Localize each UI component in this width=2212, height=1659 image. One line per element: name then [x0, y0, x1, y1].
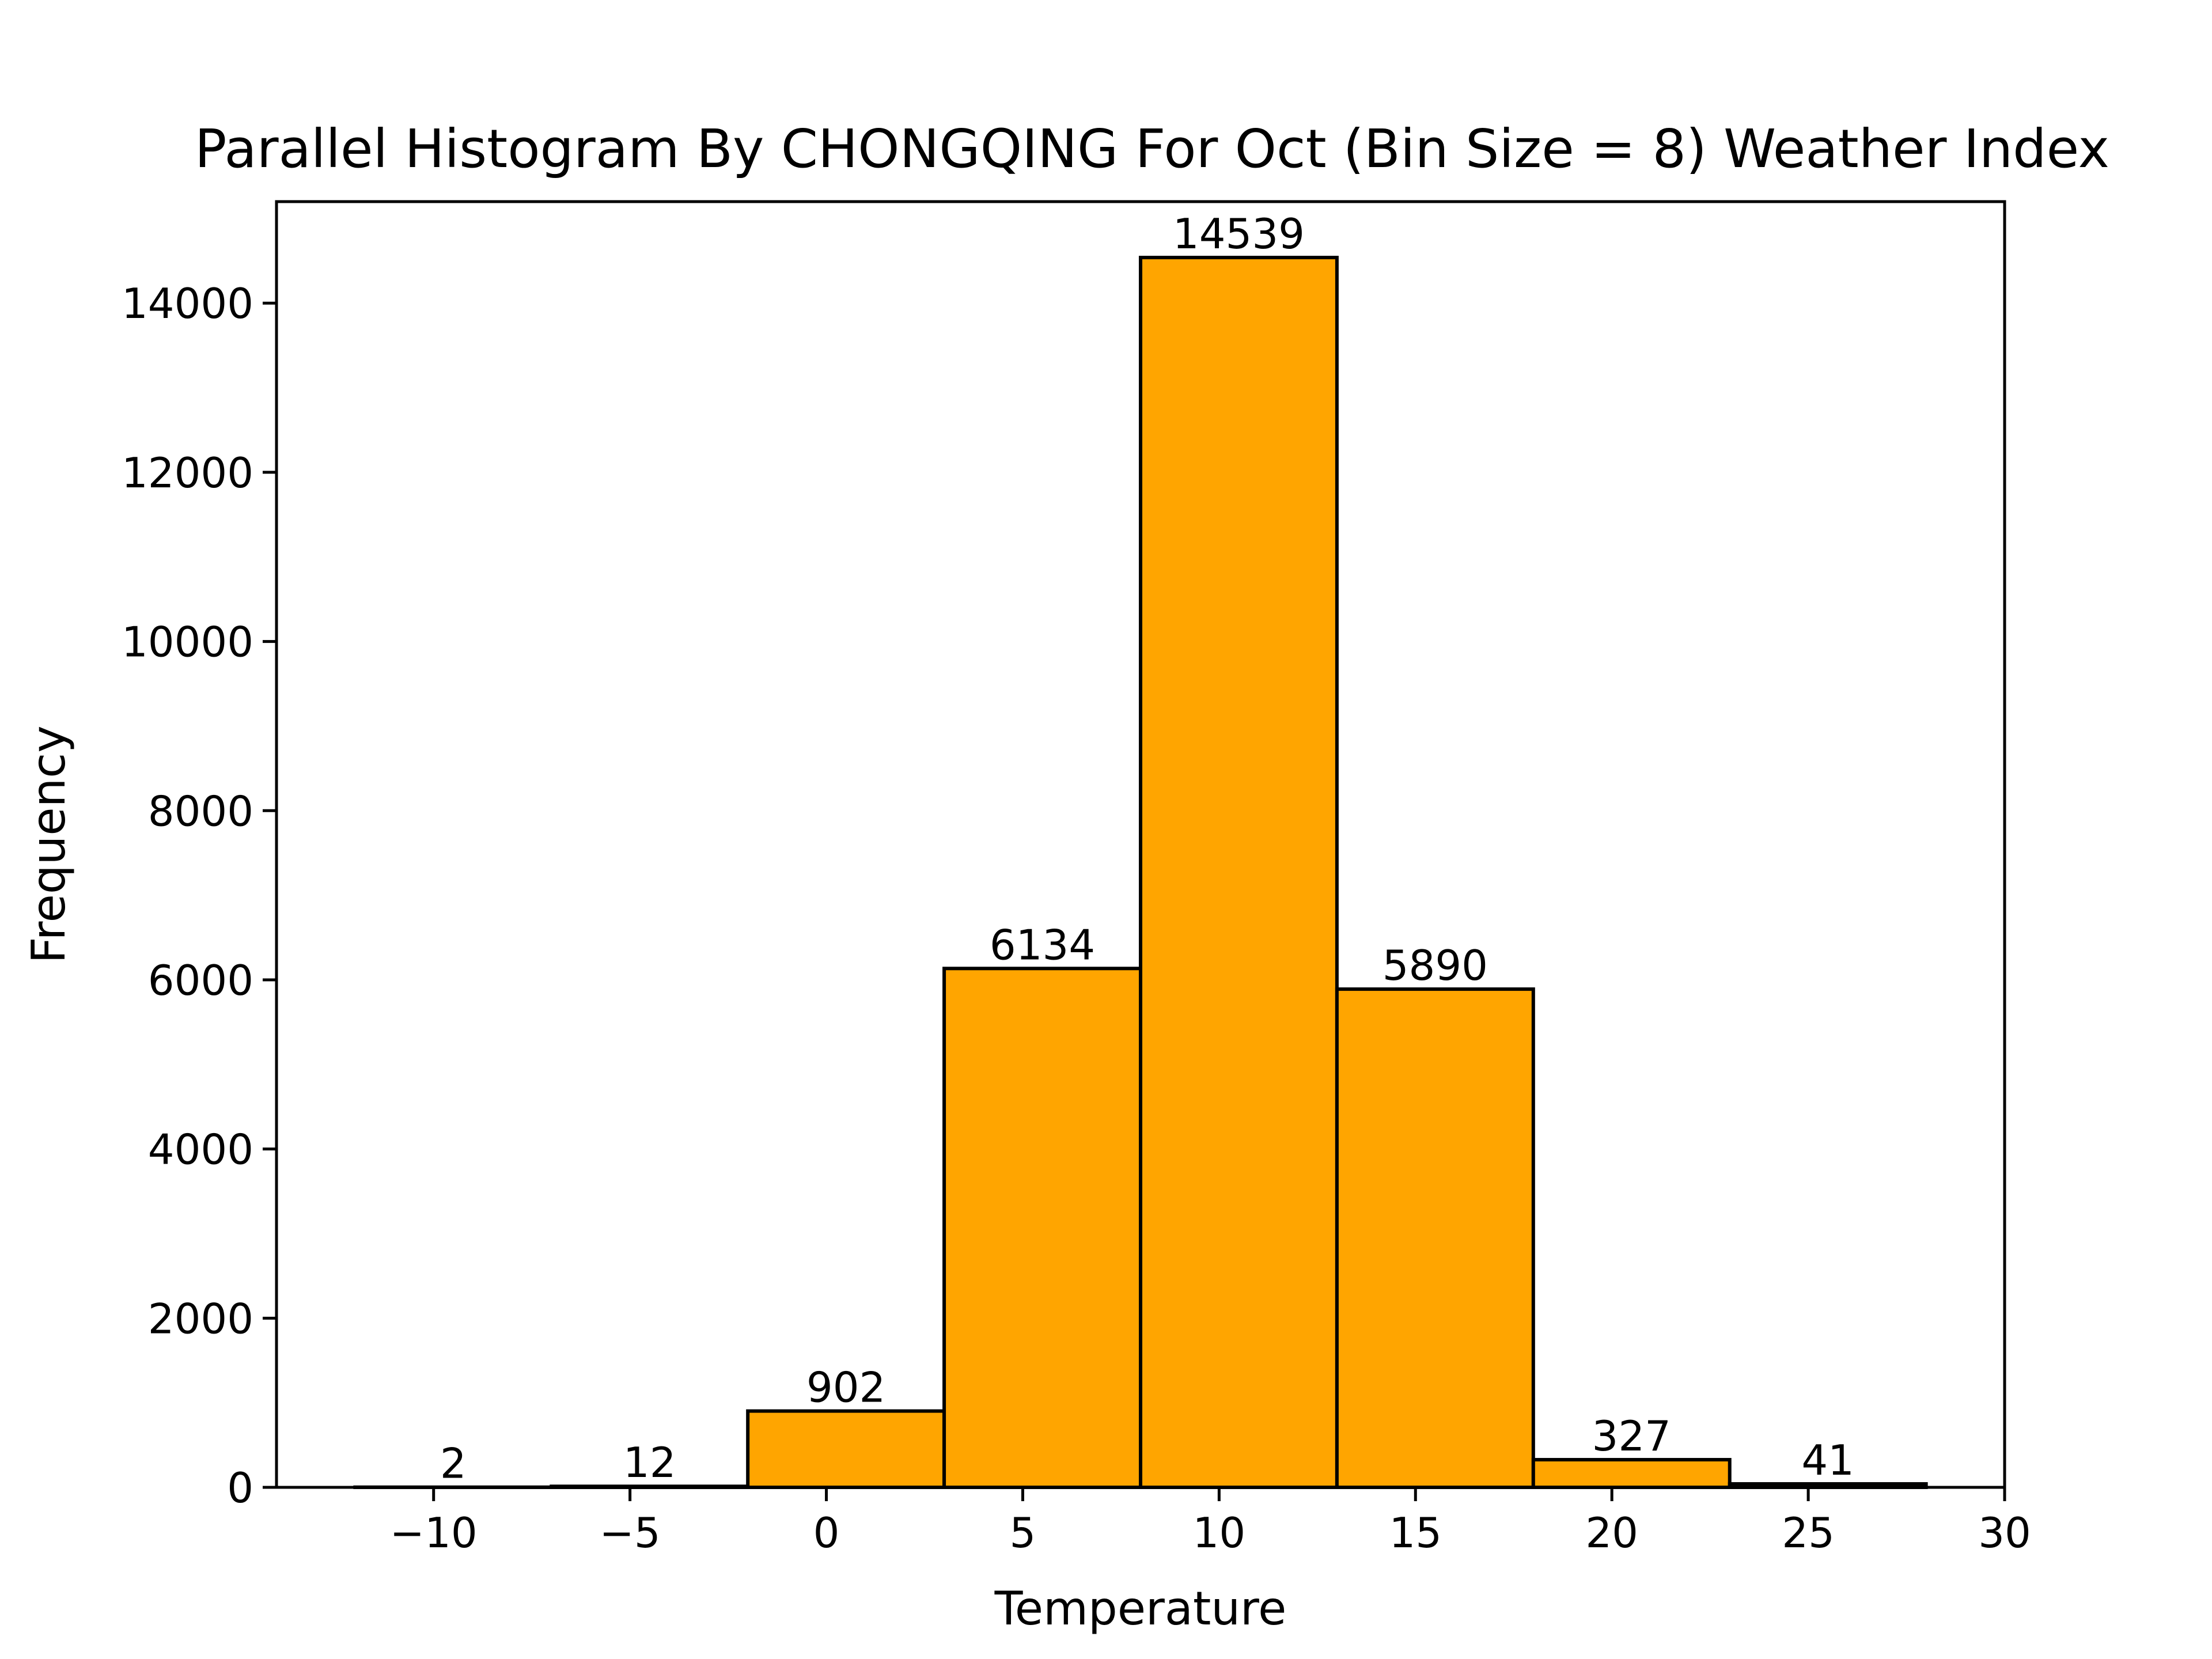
- bar-4: [1139, 256, 1339, 1489]
- x-tick-label-1: −5: [600, 1509, 661, 1557]
- x-tick-label-5: 15: [1389, 1509, 1442, 1557]
- x-tick-label-2: 0: [813, 1509, 840, 1557]
- bar-label-6: 327: [1592, 1412, 1671, 1460]
- bar-5: [1335, 987, 1535, 1489]
- y-tick-label-5: 10000: [122, 618, 253, 666]
- bar-label-1: 12: [623, 1438, 676, 1487]
- plot-area: 2 12 902 6134 14539 5890 327 41: [275, 200, 2006, 1490]
- y-tick-label-0: 0: [227, 1464, 253, 1512]
- y-axis: 0 2000 4000 6000 8000 10000 12000 14000: [122, 279, 276, 1512]
- y-tick-label-6: 12000: [122, 449, 253, 497]
- x-tick-label-3: 5: [1010, 1509, 1036, 1557]
- y-tick-label-3: 6000: [148, 956, 253, 1005]
- x-tick-label-6: 20: [1585, 1509, 1638, 1557]
- plot-frame: [275, 200, 2006, 1489]
- bar-label-0: 2: [440, 1440, 467, 1488]
- bar-label-2: 902: [806, 1363, 885, 1412]
- y-tick-label-4: 8000: [148, 787, 253, 835]
- bar-3: [942, 967, 1143, 1489]
- y-tick-label-7: 14000: [122, 279, 253, 328]
- y-tick-label-1: 2000: [148, 1294, 253, 1343]
- x-axis-label: Temperature: [994, 1582, 1287, 1635]
- bars: [353, 256, 1928, 1490]
- y-tick-label-2: 4000: [148, 1126, 253, 1174]
- bar-6: [1531, 1457, 1732, 1490]
- bar-label-3: 6134: [990, 921, 1095, 969]
- y-axis-label: Frequency: [22, 725, 75, 963]
- bar-label-7: 41: [1801, 1436, 1854, 1484]
- bar-label-4: 14539: [1173, 210, 1305, 258]
- bar-2: [746, 1409, 946, 1489]
- x-tick-label-7: 25: [1782, 1509, 1835, 1557]
- x-axis: −10 −5 0 5 10 15 20 25 30: [390, 1487, 2031, 1557]
- bar-labels: 2 12 902 6134 14539 5890 327 41: [440, 210, 1854, 1488]
- x-tick-label-8: 30: [1978, 1509, 2031, 1557]
- x-tick-label-4: 10: [1193, 1509, 1246, 1557]
- bar-label-5: 5890: [1382, 941, 1488, 990]
- x-tick-label-0: −10: [390, 1509, 478, 1557]
- chart-title: Parallel Histogram By CHONGQING For Oct …: [195, 118, 2109, 180]
